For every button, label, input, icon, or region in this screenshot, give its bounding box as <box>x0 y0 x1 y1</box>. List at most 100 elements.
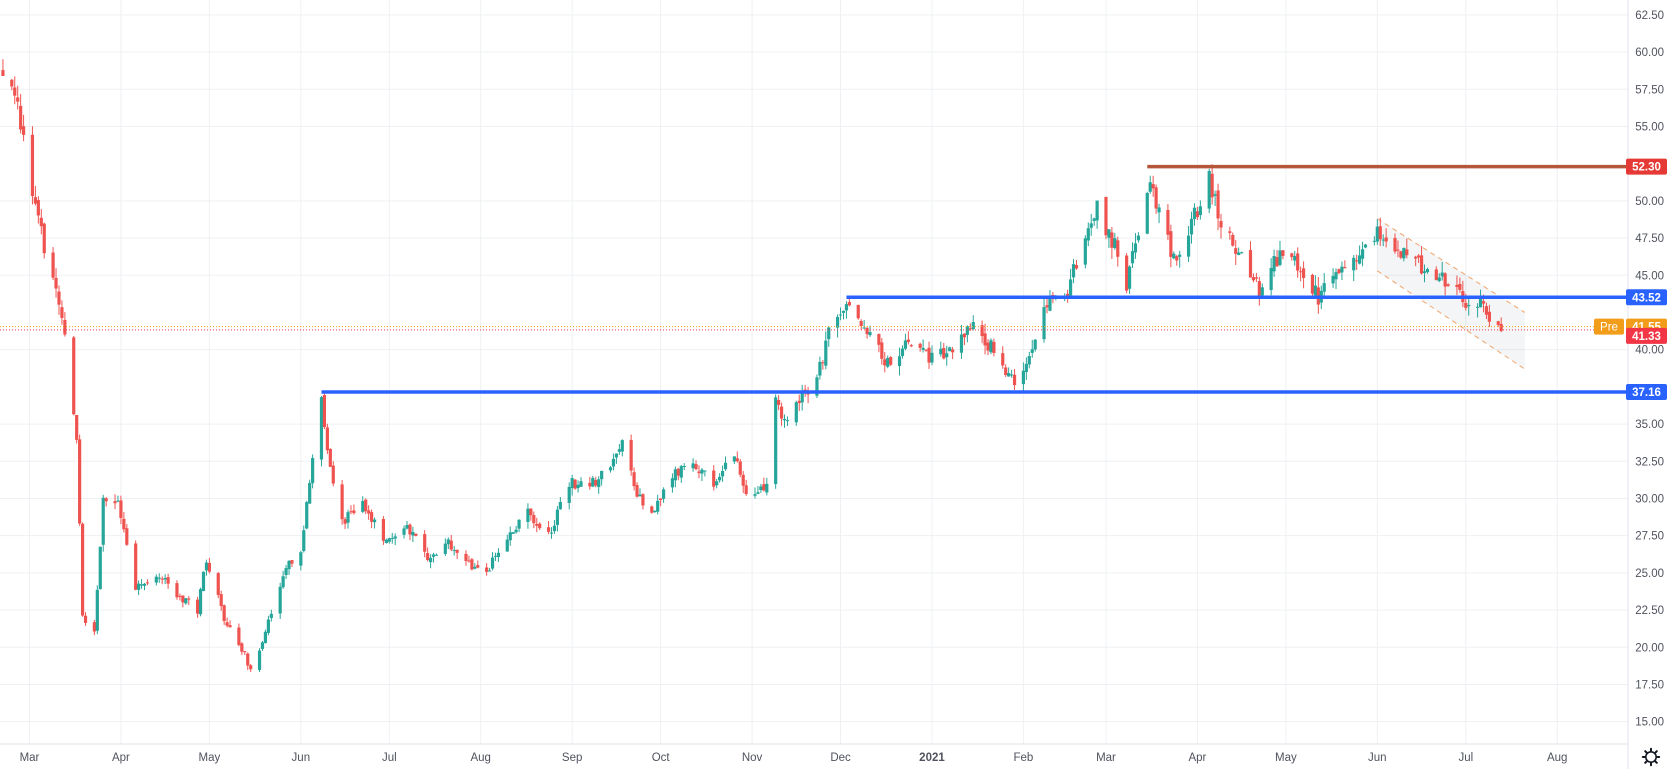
candle <box>638 488 642 497</box>
candle-body <box>591 477 595 487</box>
candle <box>1210 164 1214 205</box>
candle-body <box>682 466 686 468</box>
candle <box>1192 203 1197 226</box>
candle <box>431 552 436 563</box>
candle <box>697 465 701 479</box>
time-tick-label: 2021 <box>919 752 945 764</box>
candle-body <box>331 465 335 484</box>
level-price-tag: 52.30 <box>1632 162 1661 174</box>
candle <box>921 339 925 353</box>
candle-body <box>423 534 427 552</box>
candle <box>36 196 40 224</box>
candle-body <box>1396 249 1400 251</box>
price-tick-label: 60.00 <box>1635 47 1664 59</box>
candle-body <box>1107 229 1111 238</box>
candle <box>1437 273 1441 283</box>
candle <box>1254 272 1258 282</box>
candle <box>762 477 766 492</box>
candle <box>989 338 993 355</box>
candle-body <box>278 586 282 614</box>
candle <box>83 612 88 626</box>
candle <box>653 510 657 513</box>
candle-body <box>104 498 108 502</box>
candle <box>835 314 840 338</box>
candle <box>1231 232 1235 247</box>
candle <box>299 550 303 571</box>
candle-body <box>1464 302 1468 308</box>
candle-body <box>629 439 633 471</box>
candle-body <box>428 557 433 563</box>
price-axis[interactable]: 62.50 60.00 57.50 55.00 50.00 47.50 45.00 40.00… <box>1627 0 1664 769</box>
candle-body <box>13 87 17 96</box>
candle-body <box>517 519 521 529</box>
candle-body <box>95 589 99 631</box>
candle-body <box>328 448 332 467</box>
candle-body <box>762 484 766 491</box>
candle-body <box>532 515 536 524</box>
horizontal-levels[interactable] <box>321 164 1628 394</box>
settings-gear-icon[interactable] <box>1641 747 1661 767</box>
candle <box>942 342 946 360</box>
candle <box>514 525 518 534</box>
candle <box>1001 346 1005 369</box>
time-axis[interactable]: Mar Apr May Jun Jul Aug Sep Oct Nov Dec 2021 Feb Mar… <box>0 743 1628 764</box>
candle <box>897 347 902 376</box>
candle-body <box>1231 234 1235 246</box>
candle <box>629 434 633 476</box>
candle-body <box>1402 247 1406 259</box>
candle <box>207 557 211 574</box>
candle <box>1219 213 1223 239</box>
candle-body <box>1189 218 1194 235</box>
candle <box>903 333 908 351</box>
candle-body <box>552 525 557 532</box>
candle <box>1343 260 1347 269</box>
candle <box>676 468 680 481</box>
candle <box>1363 243 1368 249</box>
candle <box>216 571 220 599</box>
candle-body <box>673 469 677 481</box>
candle-body <box>1095 200 1099 221</box>
candle-body <box>1360 249 1365 259</box>
candle-body <box>1110 232 1114 248</box>
descending-channel[interactable] <box>1377 218 1526 370</box>
candle-body <box>1487 311 1491 322</box>
candle-body <box>765 483 769 493</box>
candle-body <box>184 598 188 604</box>
candle <box>1074 259 1079 270</box>
candle <box>815 374 819 399</box>
candle-body <box>1296 253 1300 271</box>
price-tick-label: 62.50 <box>1635 10 1664 22</box>
candle <box>670 473 675 493</box>
candle-body <box>558 502 562 510</box>
candle-body <box>80 523 85 616</box>
candle-body <box>1145 192 1149 234</box>
candle-body <box>122 518 126 530</box>
candle-body <box>741 474 745 486</box>
candle-body <box>782 418 787 421</box>
candle <box>367 505 371 520</box>
candle-body <box>1340 266 1344 273</box>
candle <box>821 360 825 370</box>
candle <box>408 523 412 541</box>
candle-body <box>75 414 79 440</box>
candle <box>868 325 872 337</box>
candle-body <box>1358 255 1362 264</box>
price-tick-label: 30.00 <box>1635 493 1664 505</box>
candle <box>1260 283 1264 298</box>
candle <box>844 301 849 319</box>
candle-body <box>163 577 167 580</box>
candle-body <box>485 567 489 572</box>
candle-body <box>1192 207 1197 220</box>
candle-body <box>900 348 905 356</box>
candle <box>1414 255 1418 267</box>
candle <box>756 486 760 495</box>
candle <box>1186 226 1191 262</box>
candle-body <box>573 479 577 489</box>
channel-lower-line[interactable] <box>1377 270 1526 370</box>
candle-body <box>608 467 613 471</box>
candle-body <box>959 334 964 353</box>
candle <box>1475 303 1480 318</box>
candle <box>538 522 542 531</box>
